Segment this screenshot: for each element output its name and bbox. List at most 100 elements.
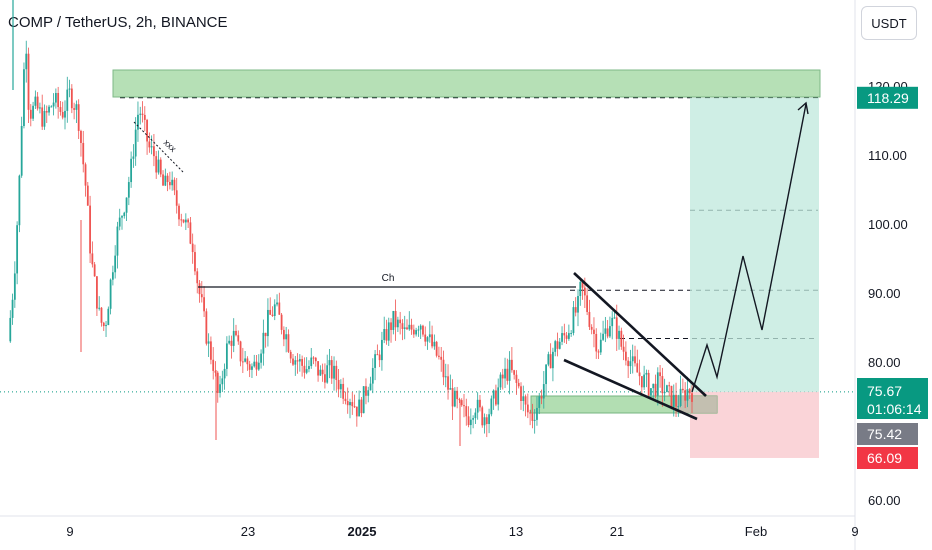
candle-body [200,294,203,298]
candle-body [656,372,659,396]
candle-body [547,354,550,365]
candle-body [84,164,87,186]
candle-body [577,296,579,313]
candle-body [237,335,240,342]
candle-body [59,107,62,112]
candle-body [349,402,351,406]
candle-body [533,419,536,421]
candle-body [460,400,463,406]
candle-body [98,307,101,309]
candle-body [216,372,219,393]
candle-body [107,308,110,326]
candle-body [371,367,374,384]
candle-body [75,104,78,110]
candle-body [440,356,443,360]
candle-body [333,365,335,379]
candle-body [549,354,552,369]
candle-body [175,190,178,206]
candle-body [194,252,196,272]
candle-body [39,107,41,109]
candle-body [672,394,675,407]
candle-body [542,384,545,399]
y-tick-label: 110.00 [868,148,907,163]
candle-body [150,146,153,148]
candle-body [310,357,313,367]
candle-body [251,366,253,370]
candle-body [540,396,543,399]
candle-body [298,359,301,362]
candle-body [282,329,285,340]
candle-body [321,369,324,375]
candle-body [387,322,390,341]
candle-body [654,383,657,396]
candle-body [264,332,267,337]
candle-body [134,129,137,157]
currency-button[interactable]: USDT [861,6,917,40]
candle-body [681,388,684,391]
y-tick-label: 90.00 [868,286,901,301]
candle-body [684,390,687,401]
xxx-label: xxx [162,137,179,154]
candle-body [221,378,224,385]
candle-body [618,330,620,339]
candle-body [624,351,627,361]
candle-body [679,388,682,407]
chart-title: COMP / TetherUS, 2h, BINANCE [8,14,228,31]
candle-body [476,399,479,413]
stop-price-label-text: 66.09 [867,450,902,466]
candle-body [479,399,481,408]
candle-body [244,358,247,362]
candle-body [529,412,532,414]
candle-body [292,358,294,365]
candle-body [453,390,456,407]
candle-body [663,391,666,394]
candle-body [490,398,493,415]
candle-body [225,343,228,369]
candle-body [442,359,445,378]
candle-body [652,383,655,389]
candle-body [294,360,297,365]
candle-body [9,317,12,342]
candle-body [481,407,484,426]
candle-body [344,398,347,402]
resistance-zone [112,69,821,98]
candle-body [620,330,623,347]
candle-body [196,271,199,284]
candle-body [659,372,661,377]
candle-body [139,113,142,115]
candle-body [463,405,465,407]
y-tick-label: 100.00 [868,217,908,232]
candle-body [16,225,19,274]
candle-body [650,388,652,396]
candle-body [132,156,135,159]
last-price-box [857,378,928,419]
candle-body [401,323,404,329]
candle-body [257,362,260,370]
candle-body [403,327,406,329]
candle-body [27,53,30,110]
candle-body [474,412,477,419]
candle-body [456,390,459,400]
candle-body [143,114,146,120]
candle-body [280,314,283,330]
candle-body [353,406,356,408]
candle-body [91,253,94,265]
candle-body [581,281,584,288]
candle-body [157,159,160,173]
candle-body [638,372,641,377]
candle-body [137,114,139,130]
candle-body [458,399,461,401]
candle-body [189,222,192,244]
candle-body [116,226,119,256]
candle-body [89,205,91,254]
candle-body [296,360,299,362]
candle-body [146,119,148,142]
candle-body [415,330,418,335]
candle-body [422,325,424,335]
candle-body [114,255,117,273]
candle-body [495,390,497,405]
candle-body [606,328,609,337]
candle-body [32,105,34,119]
candle-body [419,325,422,330]
